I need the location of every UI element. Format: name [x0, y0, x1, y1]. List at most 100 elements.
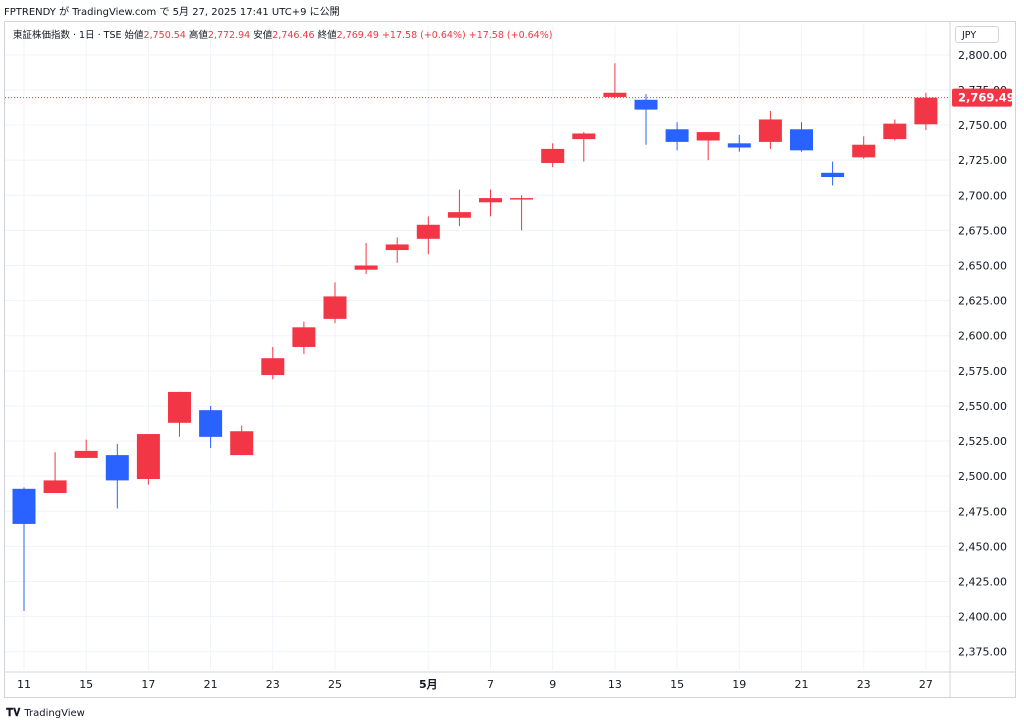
candle[interactable]: [665, 122, 689, 151]
candle-body: [12, 488, 36, 524]
candle[interactable]: [914, 92, 938, 131]
footer-brand[interactable]: 𝐓𝐕 TradingView: [6, 706, 85, 720]
candle-body: [323, 296, 347, 319]
y-tick-label: 2,375.00: [958, 646, 1007, 659]
x-tick-label: 11: [17, 678, 31, 691]
y-tick-label: 2,800.00: [958, 49, 1007, 62]
grid-lines: [5, 22, 1015, 697]
candle-body: [168, 391, 191, 423]
candle[interactable]: [261, 346, 285, 380]
candle-body: [385, 244, 409, 251]
legend-low-label: 安値: [253, 30, 273, 41]
candle[interactable]: [510, 195, 534, 231]
x-tick-label: 23: [266, 678, 280, 691]
x-tick-label: 27: [919, 678, 933, 691]
candle[interactable]: [292, 321, 316, 354]
time-axis: 11 15 17 21 23 25 5月 7 9 13 15 19 21 23 27: [17, 678, 933, 691]
y-tick-label: 2,400.00: [958, 611, 1007, 624]
x-tick-label: 17: [141, 678, 155, 691]
candle[interactable]: [696, 132, 720, 161]
candle[interactable]: [758, 111, 782, 149]
candle[interactable]: [727, 134, 751, 152]
x-tick-label: 5月: [419, 678, 438, 691]
x-tick-label: 7: [487, 678, 494, 691]
legend-open-value: 2,750.54: [143, 30, 186, 41]
candle[interactable]: [572, 132, 596, 162]
chart-frame: [4, 21, 1016, 698]
candle-body: [43, 480, 67, 494]
candle[interactable]: [354, 243, 378, 274]
x-tick-label: 15: [79, 678, 93, 691]
candle-body: [572, 133, 596, 140]
y-tick-label: 2,625.00: [958, 295, 1007, 308]
legend-high-label: 高値: [188, 30, 208, 41]
y-tick-label: 2,700.00: [958, 189, 1007, 202]
last-price-tag: [952, 88, 1012, 107]
candle[interactable]: [230, 425, 254, 456]
legend-low-value: 2,746.46: [272, 30, 315, 41]
candle[interactable]: [790, 122, 813, 152]
candle-body: [758, 119, 782, 142]
candle-body: [74, 450, 98, 458]
y-tick-label: 2,750.00: [958, 119, 1007, 132]
x-tick-label: 19: [732, 678, 746, 691]
candle-body: [354, 265, 378, 270]
legend-high-value: 2,772.94: [207, 30, 251, 41]
x-tick-label: 21: [204, 678, 218, 691]
candle[interactable]: [43, 452, 67, 494]
candle[interactable]: [136, 434, 160, 485]
y-tick-label: 2,675.00: [958, 224, 1007, 237]
candle[interactable]: [479, 189, 502, 217]
x-tick-label: 13: [608, 678, 622, 691]
legend-close-label: 終値: [317, 30, 337, 41]
candle-body: [634, 99, 658, 110]
candle-body: [416, 224, 440, 239]
candle[interactable]: [416, 216, 440, 255]
candle[interactable]: [12, 487, 36, 612]
candles-layer: [12, 63, 938, 612]
y-tick-label: 2,475.00: [958, 505, 1007, 518]
candle[interactable]: [603, 63, 627, 99]
y-tick-label: 2,525.00: [958, 435, 1007, 448]
candle-body: [261, 358, 285, 376]
candle[interactable]: [168, 391, 191, 437]
legend-change-2: +17.58 (+0.64%): [468, 30, 553, 41]
candle[interactable]: [634, 94, 658, 145]
y-tick-label: 2,575.00: [958, 365, 1007, 378]
candle[interactable]: [447, 189, 471, 227]
candle[interactable]: [883, 119, 907, 141]
candle-body: [510, 198, 534, 200]
candle-body: [105, 455, 129, 481]
candle[interactable]: [385, 237, 409, 263]
currency-button[interactable]: JPY: [955, 26, 999, 43]
candle[interactable]: [105, 443, 129, 509]
candle-body: [821, 172, 845, 178]
candle-body: [199, 410, 223, 437]
candle[interactable]: [323, 282, 347, 324]
candle-body: [914, 97, 938, 125]
candle-body: [603, 92, 627, 97]
legend-change: +17.58 (+0.64%): [381, 30, 466, 41]
x-tick-label: 9: [549, 678, 556, 691]
candle[interactable]: [199, 405, 223, 449]
legend-open-label: 始値: [124, 30, 144, 41]
y-tick-label: 2,425.00: [958, 576, 1007, 589]
candle-body: [696, 132, 720, 141]
candle-body: [852, 144, 876, 158]
y-tick-label: 2,600.00: [958, 330, 1007, 343]
publisher-line: FPTRENDY が TradingView.com で 5月 27, 2025…: [4, 7, 340, 18]
x-tick-label: 23: [857, 678, 871, 691]
candle-body: [230, 431, 254, 456]
candle[interactable]: [821, 161, 845, 186]
candle[interactable]: [852, 136, 876, 159]
candle-body: [883, 123, 907, 140]
candle[interactable]: [541, 143, 565, 168]
candle-body: [447, 212, 471, 218]
candle[interactable]: [74, 439, 98, 458]
tradingview-logo-icon: 𝐓𝐕: [6, 706, 21, 719]
footer-brand-label: TradingView: [24, 707, 85, 719]
x-tick-label: 15: [670, 678, 684, 691]
x-tick-label: 21: [795, 678, 809, 691]
legend-symbol: 東証株価指数 · 1日 · TSE: [13, 30, 122, 41]
